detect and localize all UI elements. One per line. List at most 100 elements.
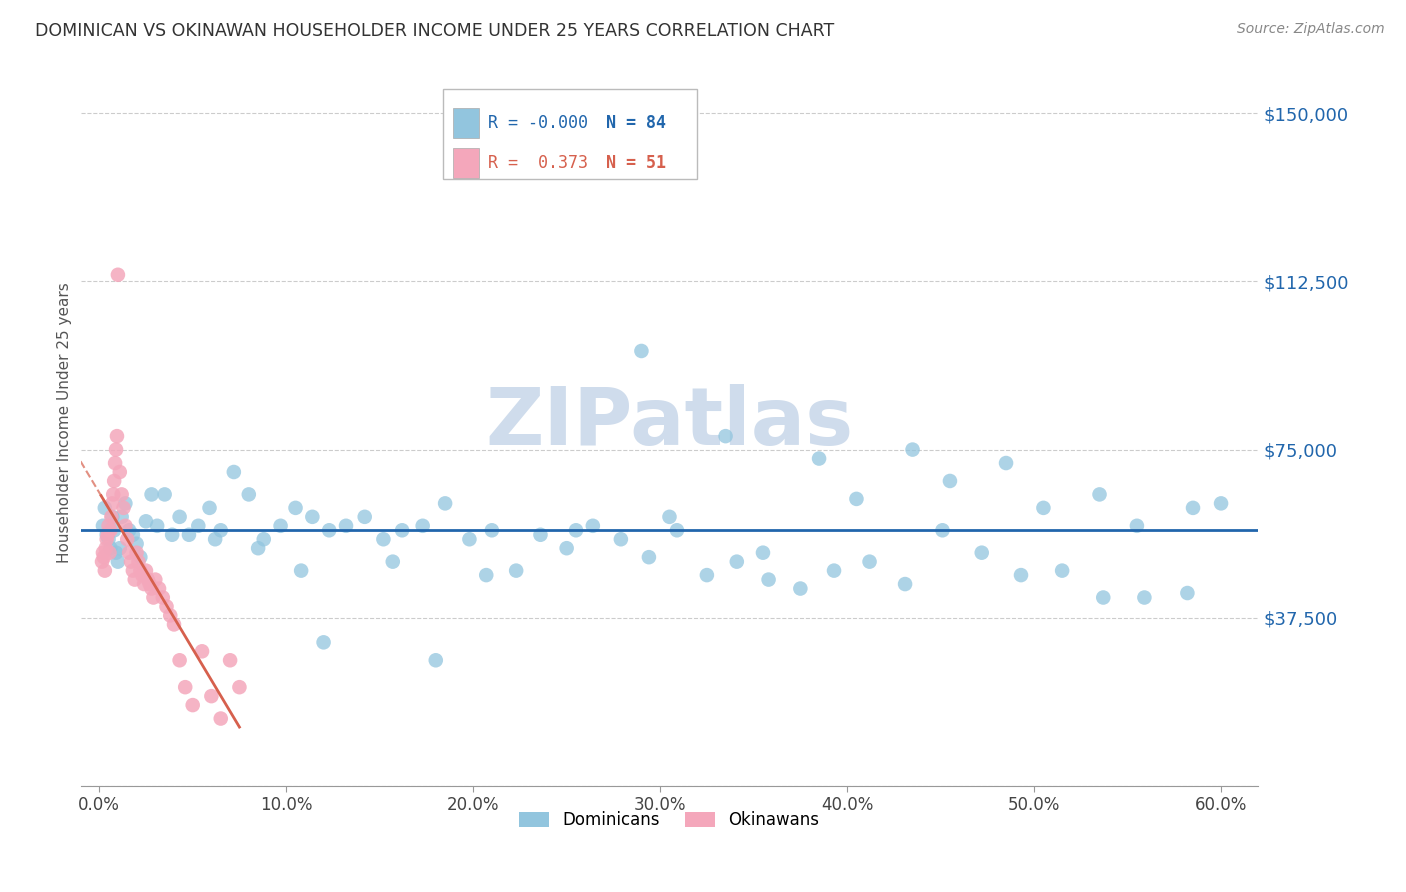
Point: [104, 456, 127, 470]
Point: [131, 568, 153, 582]
Point: [238, 487, 260, 501]
Point: [1133, 591, 1156, 605]
Y-axis label: Householder Income Under 25 years: Householder Income Under 25 years: [58, 283, 72, 563]
Point: [91, 518, 114, 533]
Point: [169, 653, 191, 667]
Point: [222, 465, 245, 479]
Point: [758, 573, 780, 587]
Point: [335, 518, 357, 533]
Point: [105, 442, 128, 457]
Point: [458, 533, 481, 547]
Point: [610, 533, 633, 547]
Point: [582, 518, 605, 533]
Point: [301, 509, 323, 524]
Point: [96, 533, 118, 547]
Point: [995, 456, 1018, 470]
Point: [120, 555, 142, 569]
Point: [970, 546, 993, 560]
Point: [121, 528, 143, 542]
Point: [630, 343, 652, 358]
Point: [198, 500, 221, 515]
Point: [94, 564, 117, 578]
Point: [111, 509, 134, 524]
Point: [1032, 500, 1054, 515]
Point: [714, 429, 737, 443]
Point: [290, 564, 312, 578]
Point: [160, 528, 183, 542]
Point: [155, 599, 177, 614]
Point: [118, 523, 141, 537]
Point: [100, 523, 122, 537]
Point: [475, 568, 498, 582]
Point: [141, 487, 163, 501]
Point: [117, 533, 139, 547]
Point: [153, 487, 176, 501]
Point: [270, 518, 292, 533]
Point: [725, 555, 748, 569]
Point: [105, 546, 128, 560]
Point: [808, 451, 831, 466]
Point: [91, 555, 114, 569]
Point: [136, 573, 159, 587]
Point: [169, 509, 191, 524]
Point: [101, 496, 124, 510]
Point: [177, 528, 200, 542]
Point: [1209, 496, 1232, 510]
Point: [138, 577, 160, 591]
Point: [1092, 591, 1115, 605]
Point: [1010, 568, 1032, 582]
Point: [108, 465, 131, 479]
Point: [111, 487, 134, 501]
Point: [142, 591, 165, 605]
Point: [353, 509, 375, 524]
Point: [121, 564, 143, 578]
Point: [434, 496, 457, 510]
Point: [555, 541, 578, 556]
Point: [112, 500, 135, 515]
Point: [209, 712, 232, 726]
Point: [1126, 518, 1149, 533]
Point: [143, 573, 166, 587]
Point: [894, 577, 917, 591]
Point: [93, 550, 115, 565]
Point: [100, 541, 122, 556]
Point: [107, 268, 129, 282]
Point: [209, 523, 232, 537]
Point: [100, 509, 122, 524]
Point: [97, 518, 120, 533]
Point: [135, 514, 157, 528]
Point: [529, 528, 551, 542]
Point: [129, 550, 152, 565]
Point: [146, 518, 169, 533]
Point: [1177, 586, 1199, 600]
Point: [105, 429, 128, 443]
Text: DOMINICAN VS OKINAWAN HOUSEHOLDER INCOME UNDER 25 YEARS CORRELATION CHART: DOMINICAN VS OKINAWAN HOUSEHOLDER INCOME…: [35, 22, 834, 40]
Point: [318, 523, 340, 537]
Point: [425, 653, 447, 667]
Point: [148, 582, 170, 596]
Point: [114, 518, 136, 533]
Point: [312, 635, 335, 649]
Point: [174, 680, 197, 694]
Point: [481, 523, 503, 537]
Point: [91, 546, 114, 560]
Point: [253, 533, 276, 547]
Point: [124, 573, 146, 587]
FancyBboxPatch shape: [443, 88, 696, 179]
Point: [901, 442, 924, 457]
Point: [381, 555, 404, 569]
Point: [1182, 500, 1205, 515]
Point: [789, 582, 811, 596]
Point: [823, 564, 845, 578]
Point: [103, 523, 125, 537]
Point: [125, 537, 148, 551]
Point: [200, 689, 222, 703]
Point: [135, 564, 157, 578]
Point: [125, 546, 148, 560]
Text: N = 84: N = 84: [606, 114, 666, 132]
Point: [118, 546, 141, 560]
Point: [638, 550, 661, 565]
Point: [127, 555, 149, 569]
Point: [696, 568, 718, 582]
FancyBboxPatch shape: [453, 148, 478, 178]
